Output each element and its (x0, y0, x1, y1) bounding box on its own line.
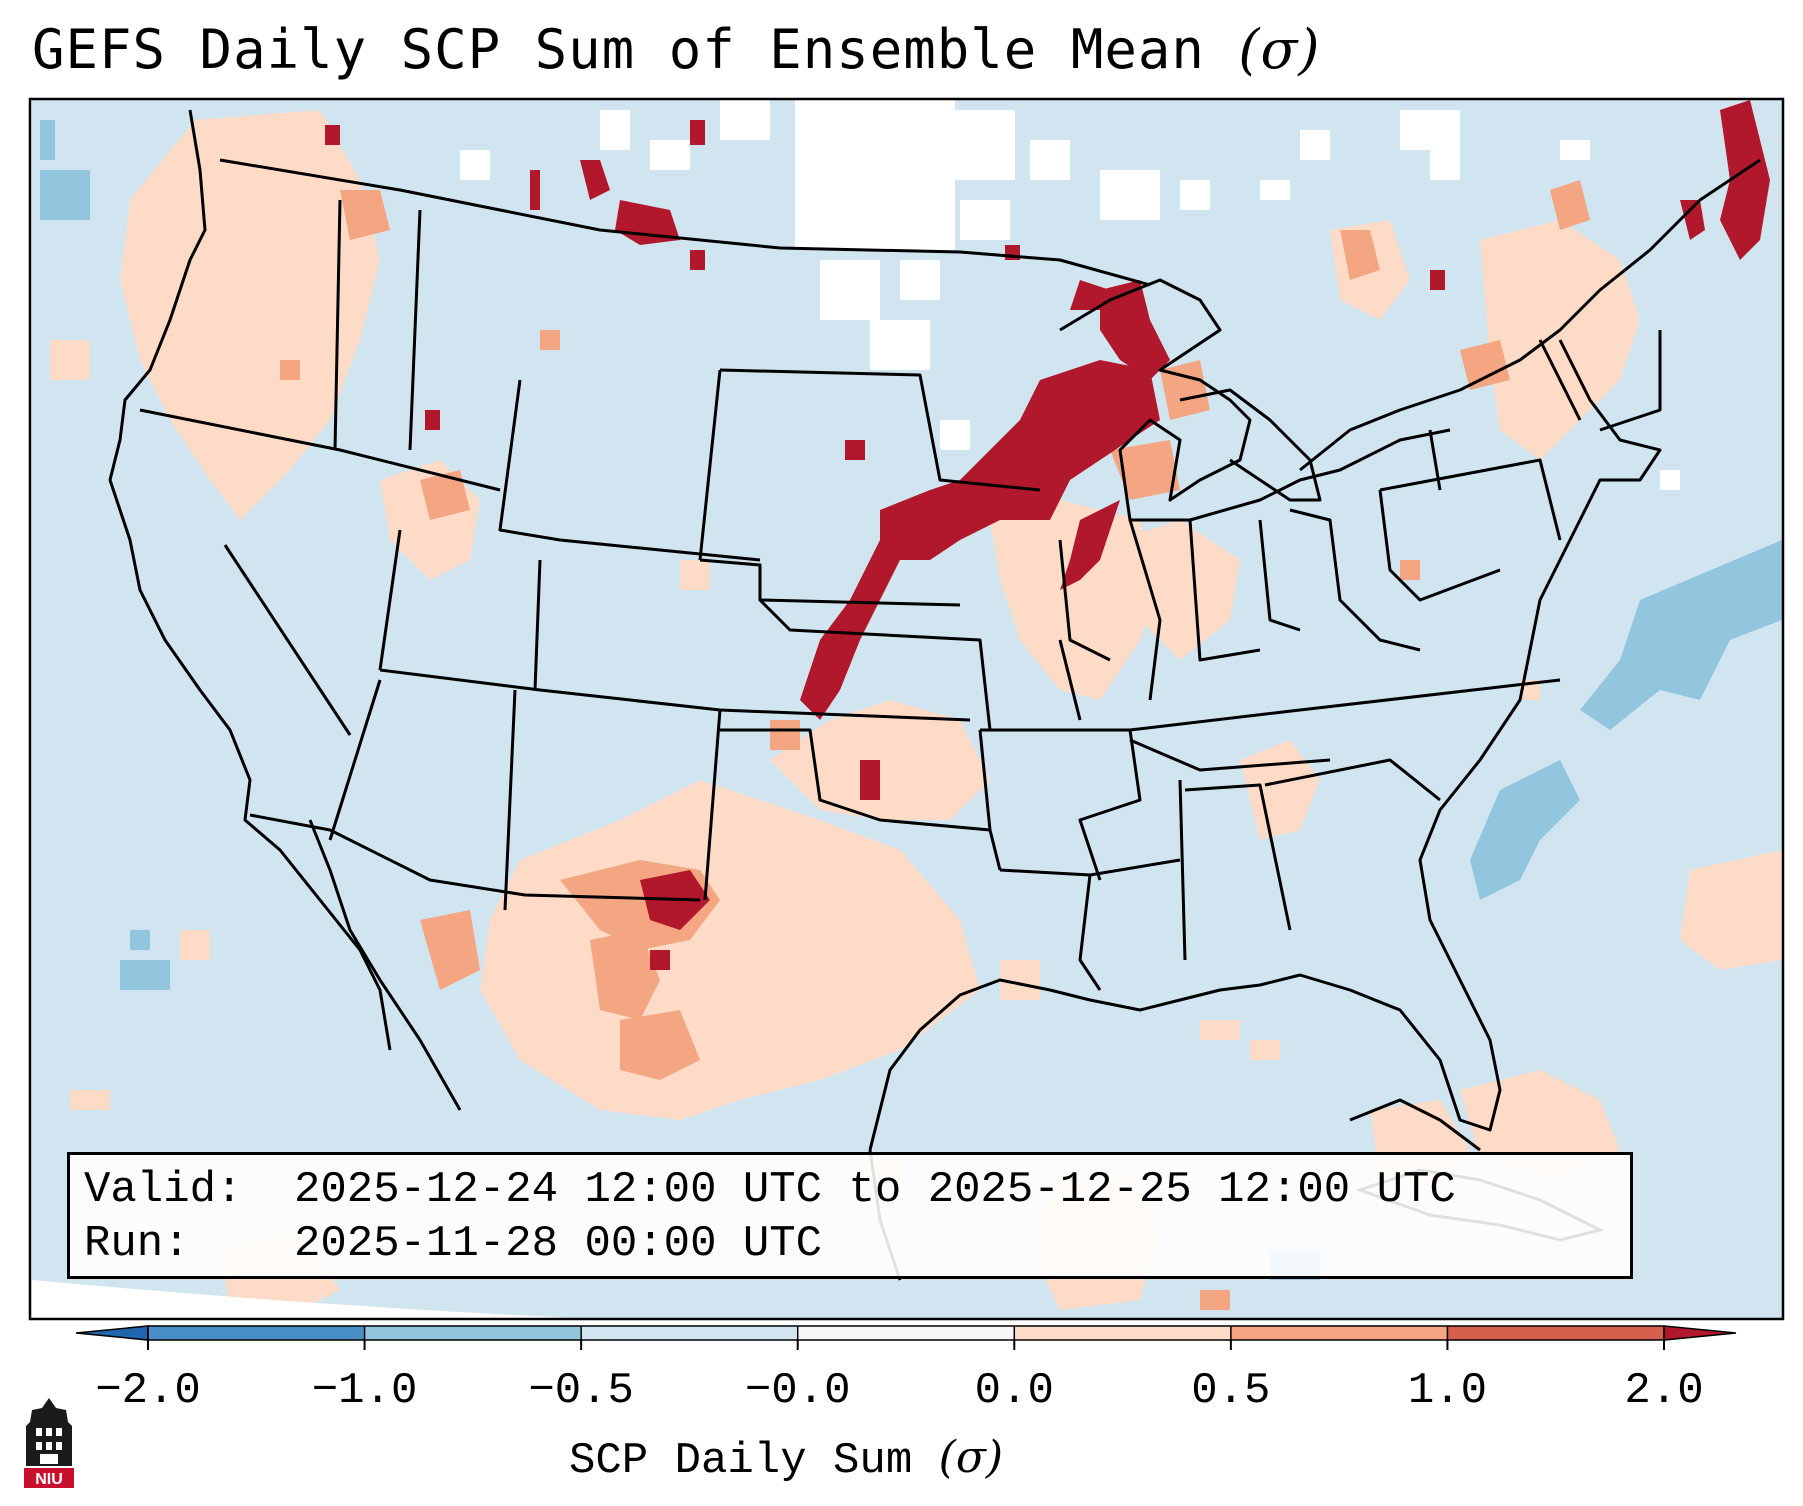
colorbar (75, 1325, 1737, 1350)
colorbar-extend-high (1663, 1325, 1737, 1341)
valid-run-infobox: Valid: 2025-12-24 12:00 UTC to 2025-12-25… (67, 1152, 1633, 1279)
colorbar-label-text: SCP Daily Sum (568, 1436, 913, 1486)
colorbar-label-symbol: (σ) (938, 1432, 1004, 1483)
colorbar-extend-low (75, 1325, 149, 1341)
run-key: Run: (84, 1219, 190, 1269)
map-frame (28, 97, 1785, 1321)
run-value: 2025-11-28 00:00 UTC (294, 1219, 823, 1269)
colorbar-bin-0 (148, 1326, 365, 1340)
colorbar-tick-label-3: −0.0 (744, 1366, 851, 1416)
colorbar-bin-2 (581, 1326, 798, 1340)
colorbar-tick-label-7: 2.0 (1624, 1366, 1704, 1416)
zero-value-areas (460, 100, 1680, 490)
niu-tower-logo: NIU (24, 1398, 74, 1488)
colorbar-bin-4 (1014, 1326, 1231, 1340)
map-title-text: GEFS Daily SCP Sum of Ensemble Mean (32, 18, 1205, 81)
colorbar-tick-label-0: −2.0 (95, 1366, 201, 1416)
moderate-positive-areas (280, 180, 1590, 1310)
colorbar-tick-label-2: −0.5 (528, 1366, 634, 1416)
map-panel (32, 100, 1782, 1320)
map-title-symbol: (σ) (1238, 18, 1321, 81)
map-title: GEFS Daily SCP Sum of Ensemble Mean (σ) (32, 18, 1320, 81)
colorbar-bin-6 (1447, 1326, 1664, 1340)
colorbar-bin-1 (364, 1326, 582, 1340)
colorbar-bin-5 (1230, 1326, 1448, 1340)
strong-positive-areas (325, 100, 1770, 970)
colorbar-tick-label-4: 0.0 (974, 1366, 1054, 1416)
colorbar-tick-label-5: 0.5 (1191, 1366, 1271, 1416)
logo-text: NIU (35, 1471, 63, 1488)
colorbar-tick-label-1: −1.0 (311, 1366, 418, 1416)
valid-key: Valid: (84, 1165, 243, 1215)
colorbar-label: SCP Daily Sum (σ) (569, 1432, 1003, 1486)
valid-value: 2025-12-24 12:00 UTC to 2025-12-25 12:00… (294, 1165, 1456, 1215)
colorbar-bin-3 (797, 1326, 1015, 1340)
geographic-boundaries (108, 109, 1761, 1281)
colorbar-tick-label-6: 1.0 (1407, 1366, 1488, 1416)
